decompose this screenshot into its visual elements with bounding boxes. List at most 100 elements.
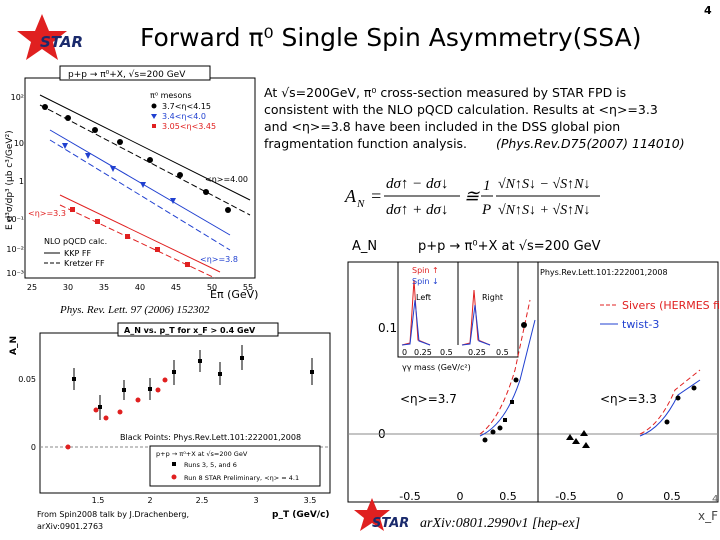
marker bbox=[580, 430, 588, 436]
marker: -0.5 0 0.5 -0.5 0 0.5 bbox=[399, 490, 680, 503]
points-red bbox=[65, 377, 168, 450]
legend-label: 3.05<η<3.45 bbox=[162, 122, 216, 131]
marker bbox=[582, 442, 590, 448]
marker bbox=[162, 377, 168, 383]
legend-label: 3.7<η<4.15 bbox=[162, 102, 211, 111]
x-tick-label: 40 bbox=[135, 283, 145, 292]
marker bbox=[95, 219, 100, 224]
theory-legend-title: NLO pQCD calc. bbox=[44, 237, 107, 246]
annotation: <η>=3.3 bbox=[28, 209, 66, 218]
x-tick-label: -0.5 bbox=[399, 490, 420, 503]
marker bbox=[103, 415, 109, 421]
marker bbox=[72, 377, 76, 381]
legend-label: Run 8 STAR Preliminary, <η> = 4.1 bbox=[184, 474, 299, 482]
marker bbox=[65, 115, 71, 121]
marker: p+p → π⁰+X at √s=200 GeV Runs 3, 5, and … bbox=[156, 450, 299, 482]
marker bbox=[240, 356, 244, 360]
marker: π⁰ mesons 3.7<η<4.15 3.4<η<4.0 3.05<η<3.… bbox=[28, 91, 248, 268]
description-line: At √s=200GeV, π⁰ cross-section measured … bbox=[264, 85, 626, 100]
slide-title: Forward π⁰ Single Spin Asymmetry(SSA) bbox=[140, 23, 641, 52]
legend-title: p+p → π⁰+X at √s=200 GeV bbox=[156, 450, 248, 458]
points-red bbox=[70, 207, 190, 267]
inset-label: Spin ↑ bbox=[412, 266, 439, 275]
marker: Spin ↑ Spin ↓ Left Right γγ mass (GeV/c²… bbox=[402, 266, 509, 372]
y-tick-label: 10⁻² bbox=[6, 245, 24, 254]
x-axis-label: p_T (GeV/c) bbox=[272, 510, 330, 520]
inset-label: Spin ↓ bbox=[412, 277, 439, 286]
x-tick-label: 0.5 bbox=[663, 490, 681, 503]
marker bbox=[177, 172, 183, 178]
marker bbox=[65, 444, 71, 450]
marker bbox=[42, 104, 48, 110]
plot-title: A_N vs. p_T for x_F > 0.4 GeV bbox=[124, 326, 256, 335]
marker bbox=[675, 395, 681, 401]
marker bbox=[147, 157, 153, 163]
marker bbox=[155, 387, 161, 393]
inset-curve bbox=[401, 299, 491, 346]
marker bbox=[490, 429, 496, 435]
theory-curve bbox=[49, 129, 231, 236]
sivers-curve bbox=[639, 369, 701, 435]
marker bbox=[310, 370, 314, 374]
theory-curve bbox=[49, 139, 231, 251]
page-number-small: 4 bbox=[712, 494, 718, 505]
marker bbox=[566, 434, 574, 440]
marker bbox=[110, 166, 116, 172]
annotation: <η>=3.7 bbox=[400, 392, 457, 406]
y-tick-label: 10⁻¹ bbox=[6, 215, 24, 224]
x-tick-label: 0.5 bbox=[499, 490, 517, 503]
marker: 1.5 2 2.5 3 3.5 bbox=[92, 496, 317, 505]
formula-lhs-sub: N bbox=[356, 198, 365, 210]
x-tick-label: 0 bbox=[617, 490, 624, 503]
formula-approx: ≅ bbox=[464, 186, 480, 206]
inset-tick: 0.5 bbox=[496, 348, 509, 357]
page-number: 4 bbox=[704, 4, 712, 17]
marker bbox=[140, 182, 146, 188]
annotation: <η>=4.00 bbox=[205, 175, 248, 184]
formula-eq: = bbox=[370, 186, 382, 206]
inset-tick: 0 bbox=[402, 348, 407, 357]
citation-box bbox=[537, 265, 717, 277]
x-tick-label: 3 bbox=[253, 496, 258, 505]
marker bbox=[185, 262, 190, 267]
legend-title: π⁰ mesons bbox=[150, 91, 192, 100]
legend-marker bbox=[152, 124, 156, 128]
description: At √s=200GeV, π⁰ cross-section measured … bbox=[264, 85, 685, 151]
y-tick-label: 0.05 bbox=[18, 375, 36, 384]
sivers-curve bbox=[479, 299, 531, 435]
annotation: <η>=3.8 bbox=[200, 255, 238, 264]
plot-title-box bbox=[59, 65, 211, 81]
marker bbox=[98, 405, 102, 409]
marker: 10² 10 1 10⁻¹ 10⁻² 10⁻³ bbox=[6, 93, 24, 278]
formula-num2: √N↑S↓ − √S↑N↓ bbox=[498, 177, 591, 192]
y-tick-label: 0 bbox=[31, 443, 36, 452]
formula-one: 1 bbox=[483, 178, 491, 194]
y-tick-label: 10 bbox=[14, 139, 24, 148]
formula-den2: √N↑S↓ + √S↑N↓ bbox=[498, 203, 591, 218]
marker bbox=[513, 377, 519, 383]
legend-marker bbox=[171, 474, 177, 480]
marker bbox=[93, 407, 99, 413]
x-tick-label: 2 bbox=[147, 496, 152, 505]
logo-star bbox=[354, 498, 390, 531]
marker bbox=[218, 372, 222, 376]
legend-marker bbox=[151, 103, 157, 109]
citation: Phys.Rev.Lett.101:222001,2008 bbox=[540, 268, 668, 277]
marker bbox=[170, 198, 176, 204]
description-reference: (Phys.Rev.D75(2007) 114010) bbox=[496, 136, 685, 151]
marker bbox=[92, 127, 98, 133]
marker bbox=[510, 400, 514, 404]
plot-title-box bbox=[117, 322, 279, 337]
legend-label: twist-3 bbox=[622, 318, 659, 331]
description-line: fragmentation function analysis. bbox=[264, 136, 467, 151]
points bbox=[482, 322, 697, 448]
legend-box bbox=[149, 445, 321, 487]
x-tick-label: 50 bbox=[207, 283, 217, 292]
x-axis-label: x_F bbox=[698, 509, 718, 523]
y-axis-label: E d³σ/dp³ (μb c³/GeV²) bbox=[5, 130, 15, 230]
inset-label: Right bbox=[482, 293, 503, 302]
marker bbox=[572, 438, 580, 444]
source: From Spin2008 talk by J.Drachenberg, bbox=[37, 510, 189, 519]
theory-curve bbox=[39, 104, 251, 216]
theory-curve bbox=[59, 194, 221, 273]
